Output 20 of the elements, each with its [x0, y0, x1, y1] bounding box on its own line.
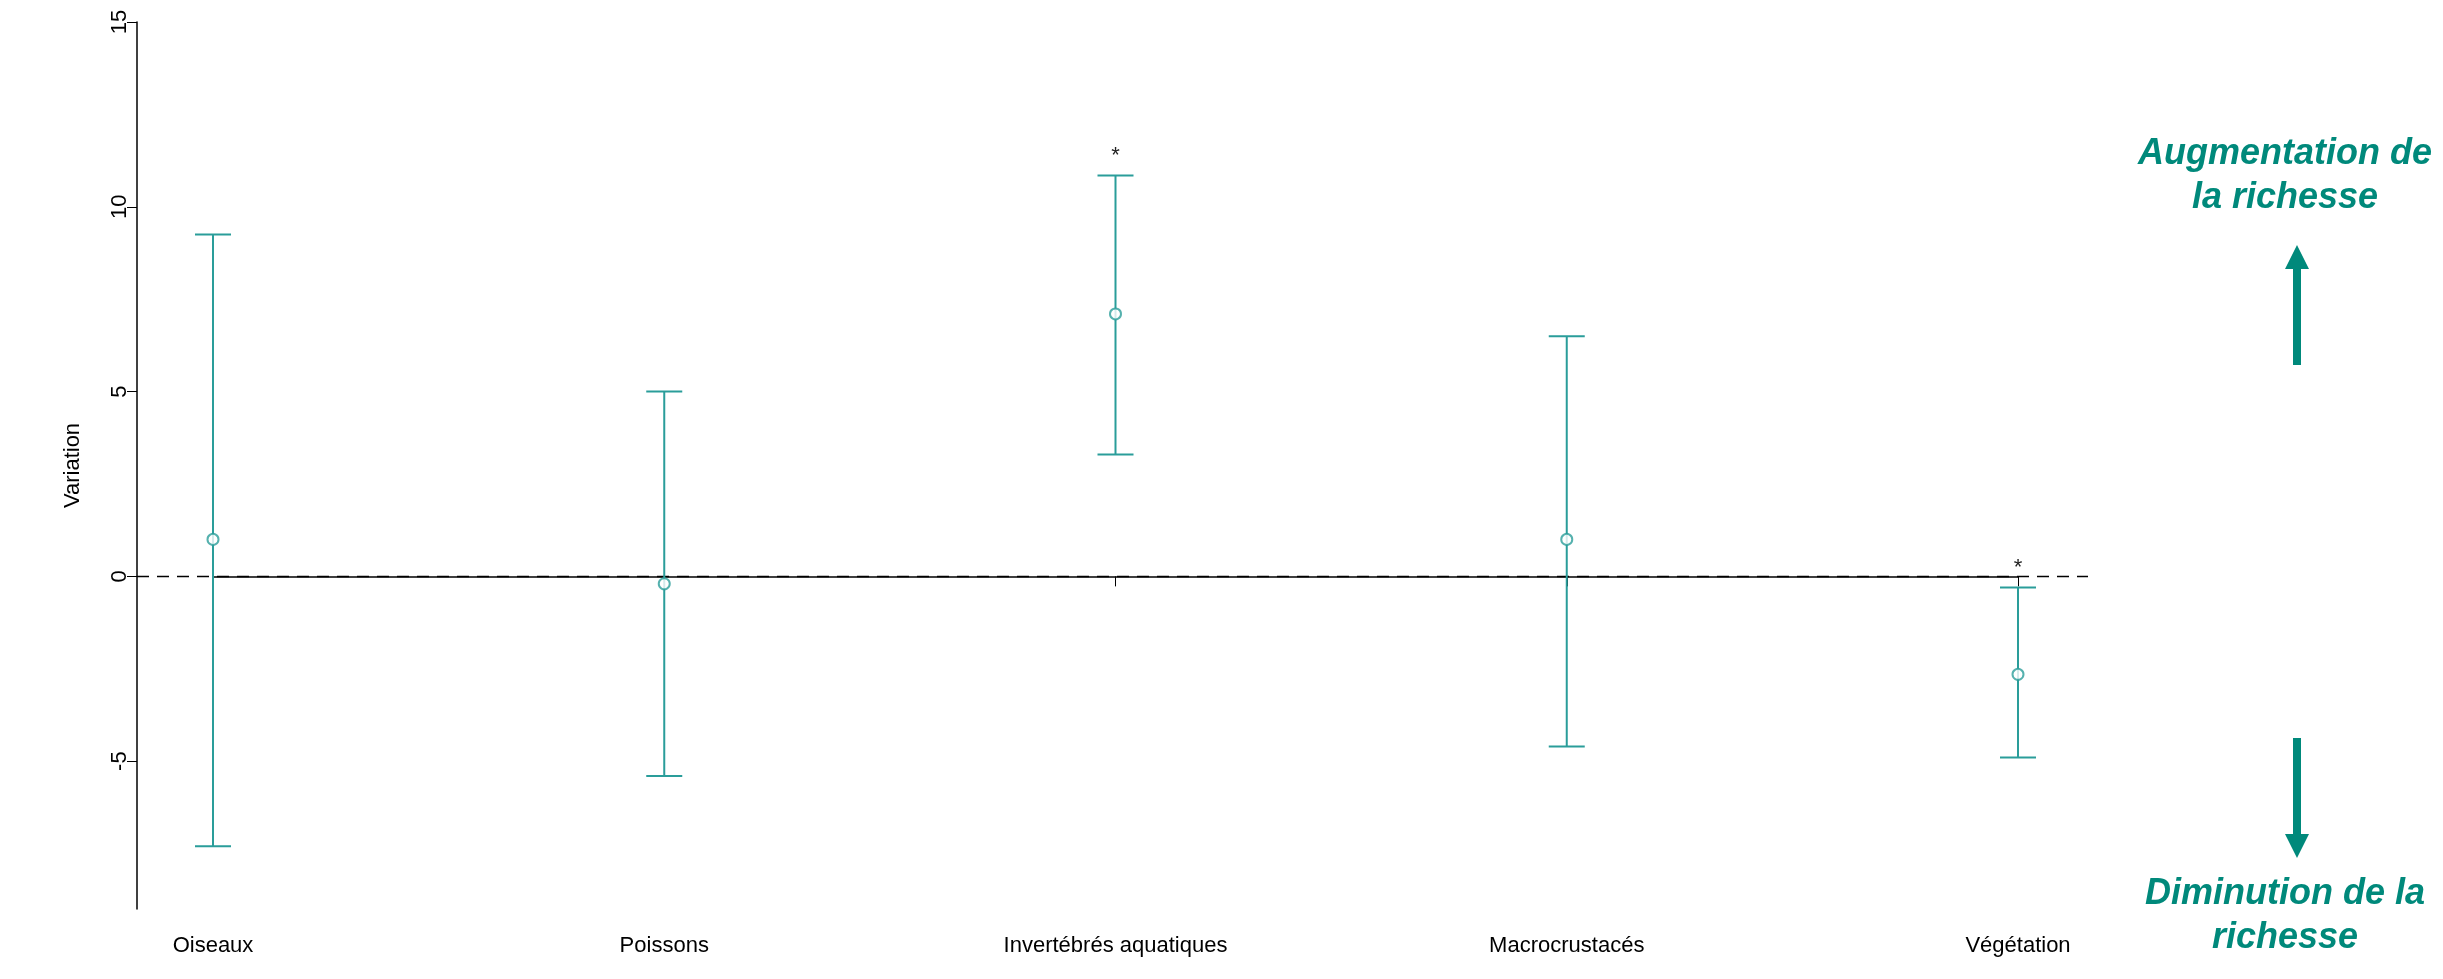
annotation: * [1111, 141, 1121, 167]
point [206, 532, 220, 546]
x-tick-label: Macrocrustacés [1489, 931, 1645, 957]
y-tick-label: 10 [105, 194, 131, 220]
point [2011, 667, 2025, 681]
y-tick-label: -5 [105, 751, 131, 771]
text: Augmentation de la richesse [2136, 130, 2433, 218]
y-axis-title: Variation [58, 422, 84, 509]
point [657, 577, 671, 591]
point [1109, 307, 1122, 321]
x-tick-label: Poissons [619, 931, 709, 957]
x-tick-label: Invertébrés aquatiques [1003, 931, 1228, 957]
y-tick-label: 5 [105, 385, 131, 398]
y-tick-label: 0 [105, 570, 131, 583]
y-tick-label: 15 [105, 9, 131, 35]
annotation: * [2013, 553, 2023, 579]
text: Diminution de la richesse [2144, 870, 2426, 958]
point [1560, 532, 1574, 546]
x-tick-label: Végétation [1965, 931, 2071, 957]
x-tick-label: Oiseaux [172, 931, 254, 957]
